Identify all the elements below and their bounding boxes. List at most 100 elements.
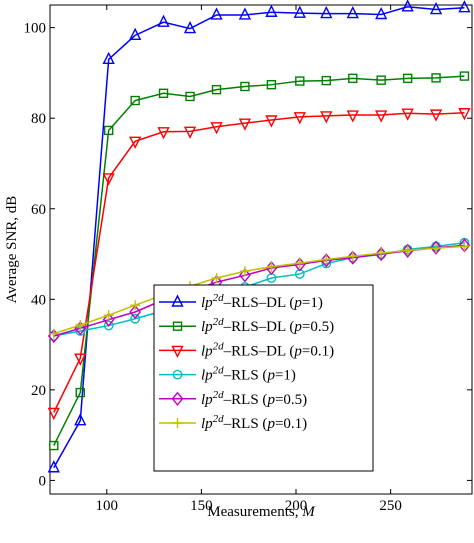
data-point (293, 112, 306, 125)
legend-sup: 2d (213, 292, 225, 304)
data-point (265, 4, 278, 17)
legend-box (153, 284, 374, 472)
data-point (129, 304, 142, 320)
data-point (458, 0, 471, 13)
data-point (294, 258, 305, 269)
data-point (320, 6, 333, 19)
data-point (75, 387, 85, 398)
data-point (183, 20, 197, 34)
data-point (239, 268, 251, 283)
data-point (240, 81, 250, 92)
x-axis-label: Measurements, M (207, 504, 316, 520)
data-point (130, 95, 140, 106)
y-tick-label: 20 (31, 383, 46, 399)
data-point (266, 261, 277, 272)
x-tick-label: 100 (96, 498, 119, 514)
legend-sup: 2d (213, 316, 225, 328)
legend-param-val: =1) (275, 368, 296, 384)
x-tick-label: 150 (190, 498, 213, 514)
legend-entry: lp2d–RLS (p=1) (201, 365, 296, 384)
legend-marker (171, 345, 184, 358)
data-point (47, 407, 60, 421)
legend-base: lp (201, 343, 213, 359)
data-point (210, 7, 223, 20)
data-point (459, 71, 470, 81)
data-point (321, 254, 332, 265)
data-point (402, 73, 413, 84)
legend-entry: lp2d–RLS (p=0.5) (201, 389, 307, 408)
legend-marker (171, 391, 184, 406)
legend-suffix: –RLS–DL ( (223, 295, 295, 311)
data-point (265, 115, 278, 128)
plot-frame (49, 4, 473, 495)
legend-param-var: p (293, 343, 302, 359)
data-point (102, 173, 115, 186)
y-tick-label: 60 (31, 202, 46, 218)
x-axis-label-text: Measurements, (207, 504, 302, 520)
legend-marker (171, 294, 184, 307)
data-point (130, 313, 141, 324)
data-point (102, 51, 115, 65)
data-point (346, 110, 359, 123)
legend-param-var: p (266, 392, 275, 408)
data-point (430, 240, 442, 255)
data-point (429, 1, 443, 15)
data-point (210, 122, 223, 135)
legend-sup: 2d (213, 413, 225, 425)
x-tick-label: 200 (285, 498, 308, 514)
data-point (183, 126, 197, 139)
legend-base: lp (201, 319, 213, 335)
data-point (431, 243, 442, 254)
legend-suffix: –RLS ( (223, 416, 268, 432)
data-point (74, 353, 87, 366)
legend-entry: lp2d–RLS–DL (p=1) (201, 292, 323, 311)
data-point (321, 75, 331, 86)
data-point (75, 320, 86, 331)
data-point (429, 109, 443, 122)
legend-param-val: =0.1) (302, 343, 334, 359)
legend-sup: 2d (213, 389, 225, 401)
x-axis-label-var: M (301, 504, 316, 520)
data-point (157, 127, 170, 140)
legend-param-var: p (293, 319, 302, 335)
data-point (375, 6, 388, 20)
data-point (266, 79, 277, 90)
legend-suffix: –RLS ( (223, 368, 268, 384)
series-2 (47, 108, 471, 421)
data-point (103, 320, 114, 331)
series-0 (47, 0, 471, 473)
data-point (47, 460, 60, 473)
y-tick-label: 100 (24, 21, 47, 37)
legend-base: lp (201, 392, 213, 408)
legend-sup: 2d (213, 365, 225, 377)
data-point (211, 273, 222, 284)
data-point (402, 245, 413, 256)
data-point (49, 440, 59, 451)
legend-param-var: p (266, 416, 275, 432)
data-point (458, 238, 471, 253)
data-point (401, 243, 414, 258)
series-5 (48, 241, 470, 339)
legend-marker (172, 418, 183, 428)
series-line-5 (53, 245, 465, 335)
data-point (320, 111, 333, 124)
data-point (376, 75, 386, 85)
data-point (238, 118, 252, 131)
legend-suffix: –RLS ( (223, 392, 268, 408)
data-point (129, 27, 142, 41)
legend-param-val: =0.5) (302, 319, 334, 335)
data-point (295, 76, 305, 86)
data-point (376, 248, 387, 259)
data-point (103, 125, 114, 136)
data-point (401, 108, 414, 121)
data-point (459, 241, 470, 252)
y-tick-label: 80 (31, 111, 46, 127)
data-point (74, 413, 87, 426)
legend-suffix: –RLS–DL ( (223, 319, 295, 335)
y-axis-label: Average SNR, dB (4, 196, 20, 304)
legend: lp2d–RLS–DL (p=1)lp2d–RLS–DL (p=0.5)lp2d… (153, 284, 374, 472)
series-line-0 (53, 6, 465, 469)
data-point (129, 136, 142, 149)
data-point (375, 110, 388, 123)
